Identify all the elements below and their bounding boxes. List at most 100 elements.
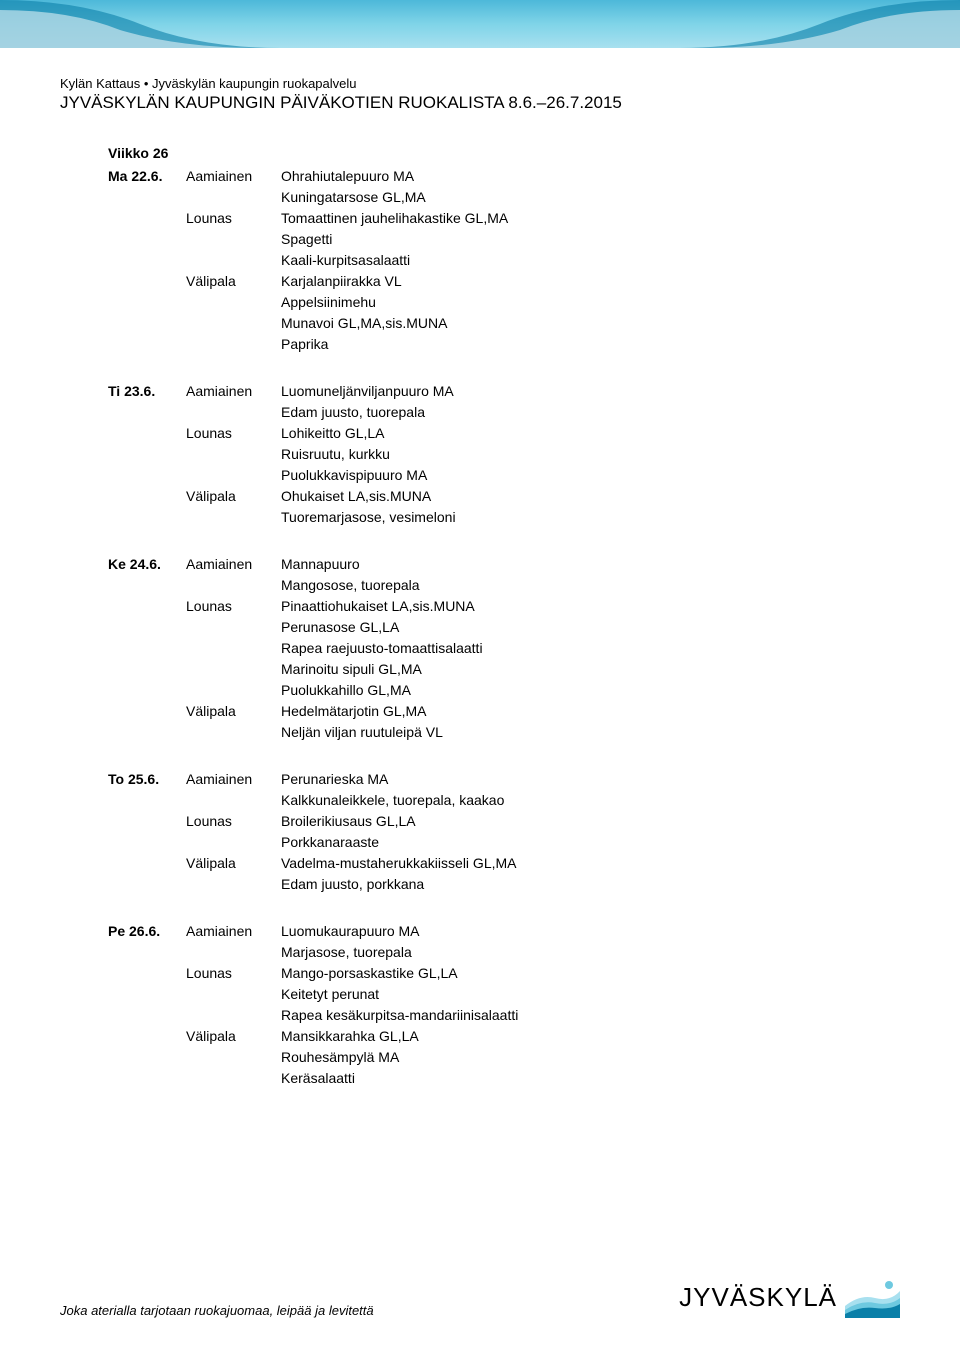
meal-label: Aamiainen bbox=[186, 769, 281, 790]
meal-label: Välipala bbox=[186, 853, 281, 874]
meal-item: Mangosose, tuorepala bbox=[281, 575, 900, 596]
meal-row: LounasLohikeitto GL,LA bbox=[108, 423, 900, 444]
meal-item: Ohukaiset LA,sis.MUNA bbox=[281, 486, 900, 507]
week-label: Viikko 26 bbox=[108, 143, 900, 164]
meal-row: Munavoi GL,MA,sis.MUNA bbox=[108, 313, 900, 334]
meal-row: Ruisruutu, kurkku bbox=[108, 444, 900, 465]
day-label: Pe 26.6. bbox=[108, 921, 186, 942]
meal-row: Porkkanaraaste bbox=[108, 832, 900, 853]
meal-row: VälipalaMansikkarahka GL,LA bbox=[108, 1026, 900, 1047]
meal-label: Välipala bbox=[186, 486, 281, 507]
meal-row: Kuningatarsose GL,MA bbox=[108, 187, 900, 208]
meal-row: Marinoitu sipuli GL,MA bbox=[108, 659, 900, 680]
meal-label: Aamiainen bbox=[186, 554, 281, 575]
meal-item: Puolukkahillo GL,MA bbox=[281, 680, 900, 701]
meal-item: Puolukkavispipuuro MA bbox=[281, 465, 900, 486]
meal-item: Appelsiinimehu bbox=[281, 292, 900, 313]
meal-item: Munavoi GL,MA,sis.MUNA bbox=[281, 313, 900, 334]
day-label: Ti 23.6. bbox=[108, 381, 186, 402]
meal-label: Välipala bbox=[186, 701, 281, 722]
meal-row: LounasMango-porsaskastike GL,LA bbox=[108, 963, 900, 984]
meal-row: Keräsalaatti bbox=[108, 1068, 900, 1089]
day-label: To 25.6. bbox=[108, 769, 186, 790]
meal-row: Tuoremarjasose, vesimeloni bbox=[108, 507, 900, 528]
meal-item: Porkkanaraaste bbox=[281, 832, 900, 853]
meal-row: VälipalaKarjalanpiirakka VL bbox=[108, 271, 900, 292]
day-block: Ti 23.6.AamiainenLuomuneljänviljanpuuro … bbox=[108, 381, 900, 528]
meal-row: Edam juusto, tuorepala bbox=[108, 402, 900, 423]
meal-item: Luomukaurapuuro MA bbox=[281, 921, 900, 942]
meal-row: Rapea kesäkurpitsa-mandariinisalaatti bbox=[108, 1005, 900, 1026]
logo-swoosh-icon bbox=[845, 1276, 900, 1318]
meal-row: To 25.6.AamiainenPerunarieska MA bbox=[108, 769, 900, 790]
footer-note: Joka aterialla tarjotaan ruokajuomaa, le… bbox=[60, 1303, 374, 1318]
meal-row: Keitetyt perunat bbox=[108, 984, 900, 1005]
meal-item: Neljän viljan ruutuleipä VL bbox=[281, 722, 900, 743]
meal-item: Rapea kesäkurpitsa-mandariinisalaatti bbox=[281, 1005, 900, 1026]
meal-item: Pinaattiohukaiset LA,sis.MUNA bbox=[281, 596, 900, 617]
meal-row: LounasTomaattinen jauhelihakastike GL,MA bbox=[108, 208, 900, 229]
meal-label: Lounas bbox=[186, 596, 281, 617]
meal-row: Puolukkavispipuuro MA bbox=[108, 465, 900, 486]
footer: Joka aterialla tarjotaan ruokajuomaa, le… bbox=[60, 1276, 900, 1318]
meal-row: Marjasose, tuorepala bbox=[108, 942, 900, 963]
meal-row: Ma 22.6.AamiainenOhrahiutalepuuro MA bbox=[108, 166, 900, 187]
meal-row: Mangosose, tuorepala bbox=[108, 575, 900, 596]
meal-item: Ruisruutu, kurkku bbox=[281, 444, 900, 465]
meal-row: LounasBroilerikiusaus GL,LA bbox=[108, 811, 900, 832]
meal-item: Hedelmätarjotin GL,MA bbox=[281, 701, 900, 722]
meal-item: Vadelma-mustaherukkakiisseli GL,MA bbox=[281, 853, 900, 874]
header-wave-left-icon bbox=[0, 0, 280, 48]
meal-item: Perunarieska MA bbox=[281, 769, 900, 790]
meal-item: Broilerikiusaus GL,LA bbox=[281, 811, 900, 832]
meal-row: Ke 24.6.AamiainenMannapuuro bbox=[108, 554, 900, 575]
day-block: Ke 24.6.AamiainenMannapuuroMangosose, tu… bbox=[108, 554, 900, 743]
meal-label: Lounas bbox=[186, 423, 281, 444]
meal-item: Mango-porsaskastike GL,LA bbox=[281, 963, 900, 984]
logo-text: JYVÄSKYLÄ bbox=[679, 1282, 837, 1313]
meal-label: Lounas bbox=[186, 208, 281, 229]
day-label: Ke 24.6. bbox=[108, 554, 186, 575]
meal-row: VälipalaVadelma-mustaherukkakiisseli GL,… bbox=[108, 853, 900, 874]
meal-item: Tomaattinen jauhelihakastike GL,MA bbox=[281, 208, 900, 229]
meal-row: Perunasose GL,LA bbox=[108, 617, 900, 638]
meal-item: Keitetyt perunat bbox=[281, 984, 900, 1005]
meal-item: Keräsalaatti bbox=[281, 1068, 900, 1089]
meal-row: Spagetti bbox=[108, 229, 900, 250]
footer-logo: JYVÄSKYLÄ bbox=[679, 1276, 900, 1318]
meal-row: Paprika bbox=[108, 334, 900, 355]
day-block: To 25.6.AamiainenPerunarieska MAKalkkuna… bbox=[108, 769, 900, 895]
meal-item: Mansikkarahka GL,LA bbox=[281, 1026, 900, 1047]
meal-label: Aamiainen bbox=[186, 381, 281, 402]
meal-row: Puolukkahillo GL,MA bbox=[108, 680, 900, 701]
meal-item: Luomuneljänviljanpuuro MA bbox=[281, 381, 900, 402]
meal-item: Kaali-kurpitsasalaatti bbox=[281, 250, 900, 271]
header-small-text: Kylän Kattaus • Jyväskylän kaupungin ruo… bbox=[60, 76, 900, 91]
meal-row: Kalkkunaleikkele, tuorepala, kaakao bbox=[108, 790, 900, 811]
day-block: Ma 22.6.AamiainenOhrahiutalepuuro MAKuni… bbox=[108, 166, 900, 355]
meal-label: Välipala bbox=[186, 1026, 281, 1047]
meal-item: Marinoitu sipuli GL,MA bbox=[281, 659, 900, 680]
header-large-text: JYVÄSKYLÄN KAUPUNGIN PÄIVÄKOTIEN RUOKALI… bbox=[60, 93, 900, 113]
meal-row: VälipalaOhukaiset LA,sis.MUNA bbox=[108, 486, 900, 507]
meal-item: Kuningatarsose GL,MA bbox=[281, 187, 900, 208]
meal-label: Lounas bbox=[186, 811, 281, 832]
meal-item: Karjalanpiirakka VL bbox=[281, 271, 900, 292]
meal-row: Pe 26.6.AamiainenLuomukaurapuuro MA bbox=[108, 921, 900, 942]
meal-row: Neljän viljan ruutuleipä VL bbox=[108, 722, 900, 743]
day-label: Ma 22.6. bbox=[108, 166, 186, 187]
header-banner bbox=[0, 0, 960, 48]
meal-label: Välipala bbox=[186, 271, 281, 292]
meal-item: Spagetti bbox=[281, 229, 900, 250]
meal-item: Perunasose GL,LA bbox=[281, 617, 900, 638]
meal-label: Aamiainen bbox=[186, 166, 281, 187]
meal-item: Marjasose, tuorepala bbox=[281, 942, 900, 963]
meal-item: Kalkkunaleikkele, tuorepala, kaakao bbox=[281, 790, 900, 811]
meal-item: Lohikeitto GL,LA bbox=[281, 423, 900, 444]
meal-row: LounasPinaattiohukaiset LA,sis.MUNA bbox=[108, 596, 900, 617]
meal-item: Rouhesämpylä MA bbox=[281, 1047, 900, 1068]
meal-row: Rouhesämpylä MA bbox=[108, 1047, 900, 1068]
meal-row: Ti 23.6.AamiainenLuomuneljänviljanpuuro … bbox=[108, 381, 900, 402]
meal-item: Edam juusto, porkkana bbox=[281, 874, 900, 895]
meal-row: VälipalaHedelmätarjotin GL,MA bbox=[108, 701, 900, 722]
